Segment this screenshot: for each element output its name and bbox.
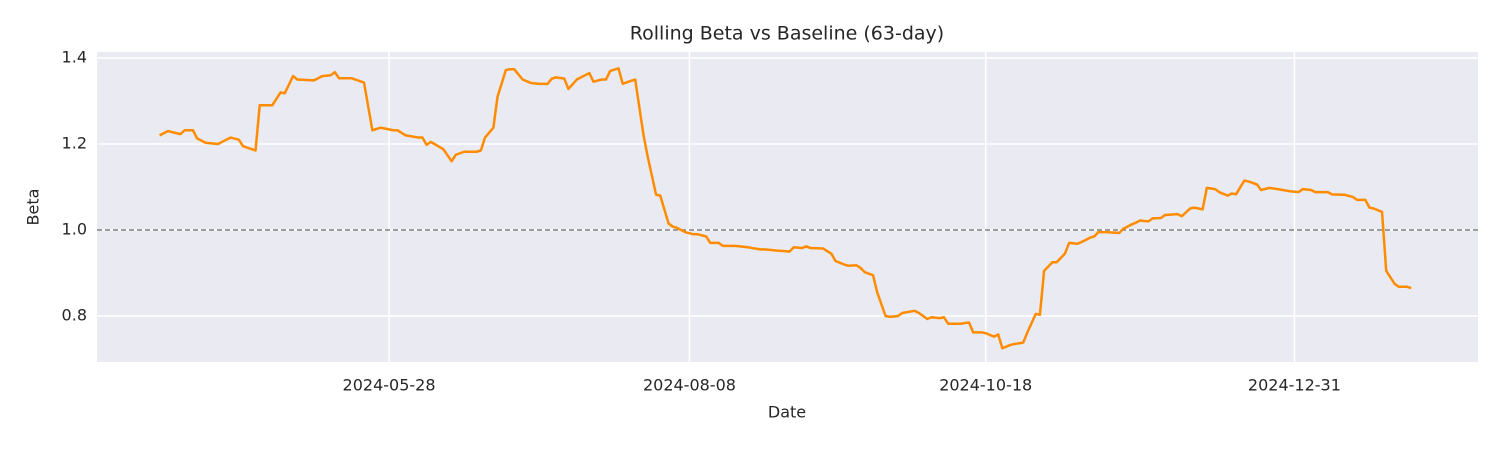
data-line (159, 67, 1412, 350)
x-tick-label: 2024-08-08 (643, 376, 736, 395)
x-tick-label: 2024-05-28 (343, 376, 436, 395)
y-tick-label: 1.4 (62, 48, 87, 67)
y-tick-label: 0.8 (62, 305, 87, 324)
x-axis-label: Date (768, 403, 806, 422)
plot-background (97, 52, 1478, 362)
y-axis-label: Beta (24, 189, 43, 226)
y-tick-label: 1.2 (62, 134, 87, 153)
chart-title: Rolling Beta vs Baseline (63-day) (630, 23, 944, 45)
y-tick-label: 1.0 (62, 220, 87, 239)
x-tick-label: 2024-10-18 (939, 376, 1032, 395)
x-tick-label: 2024-12-31 (1248, 376, 1341, 395)
